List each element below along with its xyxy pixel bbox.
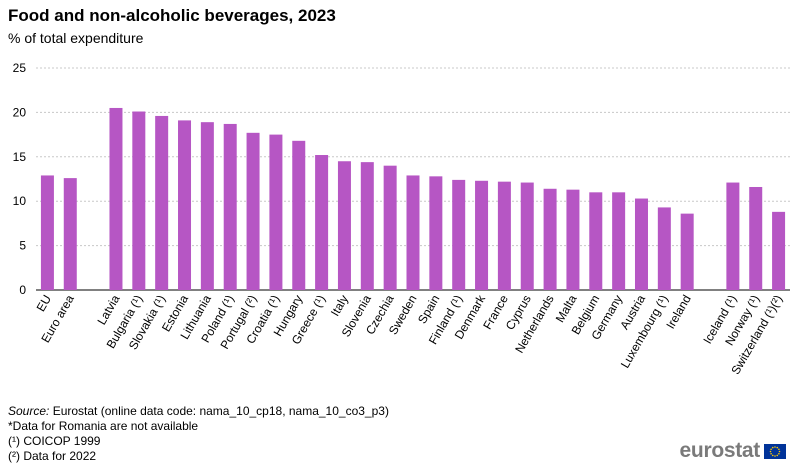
bar — [315, 155, 329, 290]
bar — [452, 179, 466, 290]
bar — [63, 178, 77, 290]
bar — [292, 140, 306, 290]
y-tick-label: 15 — [13, 150, 27, 164]
bar — [634, 198, 648, 290]
bar — [657, 207, 671, 290]
bar — [178, 120, 192, 290]
bar — [475, 180, 489, 290]
source-text: Eurostat (online data code: nama_10_cp18… — [52, 404, 389, 418]
bar — [109, 107, 123, 291]
bar — [246, 132, 260, 290]
x-tick-label: Italy — [328, 293, 351, 319]
bar — [589, 192, 603, 290]
chart-footer: Source: Eurostat (online data code: nama… — [8, 404, 389, 464]
bar — [406, 175, 420, 290]
bar — [543, 188, 557, 290]
chart-subtitle: % of total expenditure — [8, 30, 144, 46]
bar — [612, 192, 626, 290]
y-tick-label: 5 — [19, 239, 26, 253]
logo-text: eurostat — [679, 439, 761, 462]
bar — [497, 181, 511, 290]
y-tick-label: 0 — [19, 283, 26, 297]
bar — [520, 182, 534, 290]
bar — [429, 176, 443, 290]
bar — [269, 134, 283, 290]
bar — [360, 162, 374, 290]
bar — [383, 165, 397, 290]
bar — [337, 161, 351, 290]
y-tick-label: 25 — [13, 61, 27, 75]
bar — [132, 111, 146, 290]
y-tick-label: 20 — [13, 105, 27, 119]
note-coicop: (¹) COICOP 1999 — [8, 434, 101, 448]
bar — [726, 182, 740, 290]
bar — [749, 186, 763, 290]
bar — [200, 122, 214, 290]
chart-title: Food and non-alcoholic beverages, 2023 — [8, 6, 336, 25]
bar — [566, 189, 580, 290]
bar — [40, 175, 54, 290]
bar — [223, 123, 237, 290]
source-label: Source: — [8, 404, 50, 418]
eu-flag-icon — [764, 443, 786, 459]
x-tick-label: EU — [34, 293, 54, 314]
bar — [680, 213, 694, 290]
note-data-2022: (²) Data for 2022 — [8, 449, 97, 463]
bar — [155, 115, 169, 290]
eurostat-logo: eurostat — [680, 439, 786, 463]
note-romania: *Data for Romania are not available — [8, 419, 199, 433]
y-tick-label: 10 — [13, 194, 27, 208]
bar — [772, 211, 786, 290]
source-line: Source: Eurostat (online data code: nama… — [8, 404, 389, 419]
